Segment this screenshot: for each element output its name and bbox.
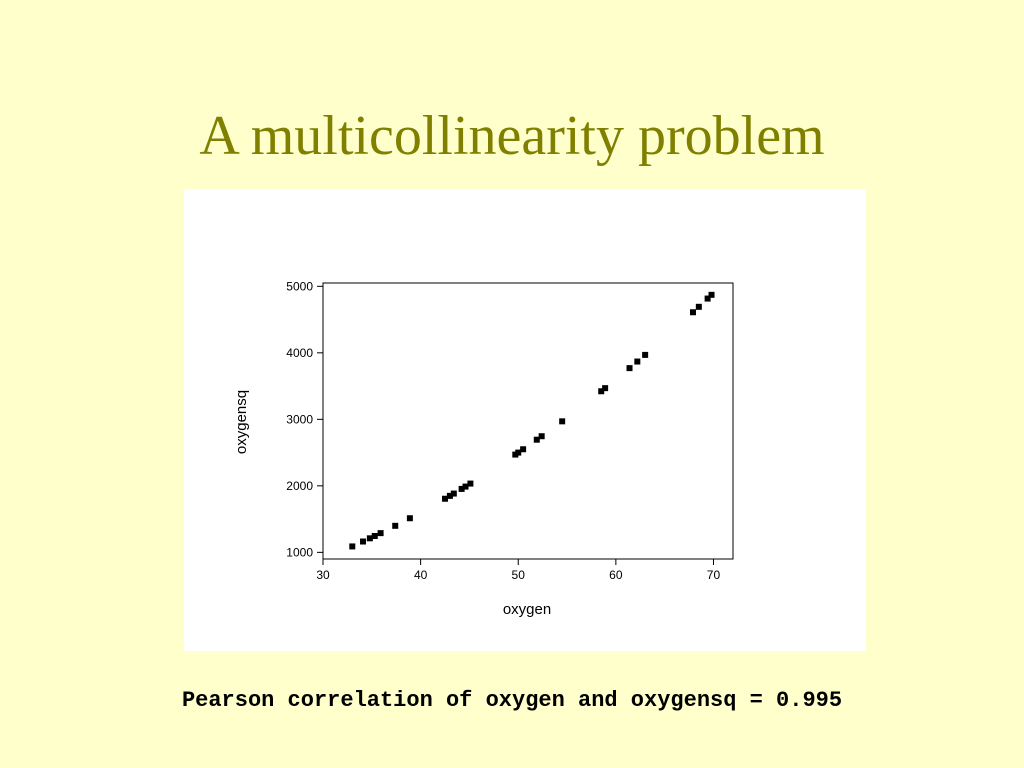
data-point [602,385,609,392]
data-point [467,480,474,487]
y-tick-label: 4000 [286,346,313,360]
data-point [642,351,649,358]
data-point [377,530,384,537]
x-tick-label: 40 [414,568,428,582]
data-point [392,522,399,529]
chart-panel: 30 40 50 60 70 1000 2000 3000 4000 5000 oxygen o… [184,189,866,651]
data-point [634,358,641,365]
data-point [366,535,373,542]
y-axis: 1000 2000 3000 4000 5000 [286,279,323,559]
data-point [626,365,633,372]
data-point [598,388,605,395]
data-point [533,436,540,443]
x-tick-label: 70 [707,568,721,582]
data-points [349,291,715,550]
data-point [515,449,522,456]
data-point [458,485,465,492]
data-point [695,303,702,310]
data-point [708,291,715,298]
x-tick-label: 30 [316,568,330,582]
x-axis: 30 40 50 60 70 [316,559,720,582]
data-point [689,309,696,316]
data-point [559,418,566,425]
y-axis-label: oxygensq [233,390,250,454]
y-tick-label: 1000 [286,545,313,559]
data-point [538,433,545,440]
x-axis-label: oxygen [503,601,551,618]
x-tick-label: 60 [609,568,623,582]
data-point [349,543,356,550]
data-point [442,495,449,502]
data-point [406,515,413,522]
x-tick-label: 50 [512,568,526,582]
slide-title: A multicollinearity problem [199,105,825,167]
plot-frame [322,282,734,560]
data-point [360,538,367,545]
data-point [462,483,469,490]
data-point [450,490,457,497]
y-tick-label: 5000 [286,279,313,293]
scatter-chart: 30 40 50 60 70 1000 2000 3000 4000 5000 oxygen o… [233,279,734,618]
data-point [704,295,711,302]
correlation-caption: Pearson correlation of oxygen and oxygen… [181,688,843,713]
y-tick-label: 3000 [286,412,313,426]
data-point [446,492,453,499]
data-point [371,532,378,539]
data-point [520,446,527,453]
y-tick-label: 2000 [286,479,313,493]
